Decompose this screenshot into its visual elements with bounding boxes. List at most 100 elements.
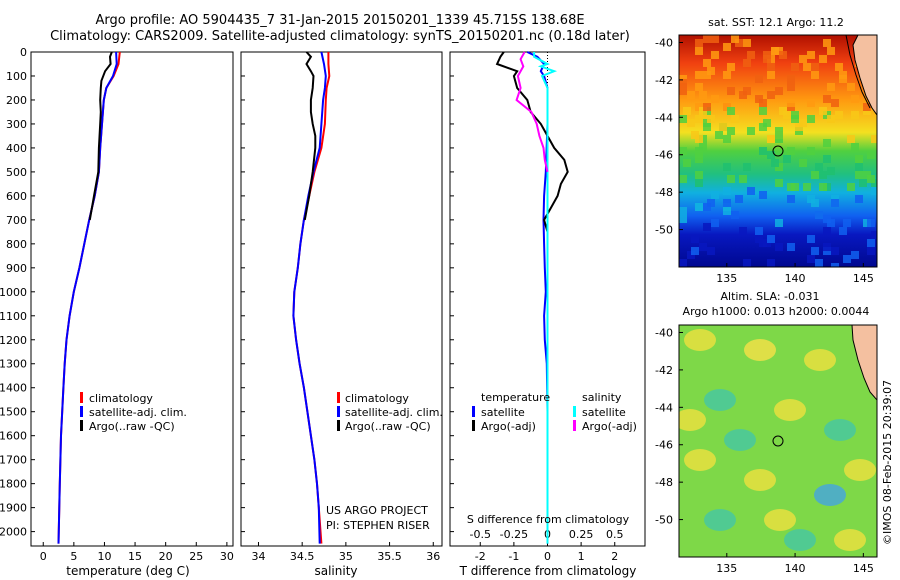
sst-pixel xyxy=(719,123,727,131)
s-difference-label: S difference from climatology xyxy=(467,513,630,526)
sst-pixel xyxy=(807,255,815,263)
sst-pixel xyxy=(787,195,795,203)
sst-map-frame xyxy=(678,34,878,268)
series-line-temperature-satellite xyxy=(526,51,549,544)
sla-blob xyxy=(744,469,776,491)
sst-pixel xyxy=(679,87,687,95)
sst-pixel xyxy=(819,183,827,191)
sst-pixel xyxy=(871,187,877,195)
sla-lon-tick-label: 135 xyxy=(716,562,737,575)
sst-pixel xyxy=(743,59,751,67)
s-tick-label: -0.25 xyxy=(500,528,528,541)
sst-pixel xyxy=(871,231,877,239)
sst-pixel xyxy=(819,55,827,63)
legend-swatch-satellite xyxy=(337,406,340,417)
legend-title-salinity: salinity xyxy=(582,391,622,404)
legend-label-temp-argo: Argo(-adj) xyxy=(481,420,536,433)
series-line-argo-raw-qc- xyxy=(88,51,113,221)
sst-pixel xyxy=(827,47,835,55)
sst-pixel xyxy=(731,115,739,123)
sst-pixel xyxy=(827,115,835,123)
sst-lat-tick-label: -46 xyxy=(655,149,673,162)
sst-pixel xyxy=(691,131,699,139)
sst-pixel xyxy=(787,75,795,83)
sst-pixel xyxy=(787,83,795,91)
x-tick-label: 20 xyxy=(159,550,173,563)
depth-tick-label: 0 xyxy=(20,46,27,59)
sst-pixel xyxy=(695,155,703,163)
legend-label-sal-satellite: satellite xyxy=(582,406,626,419)
x-tick-label: 0 xyxy=(40,550,47,563)
depth-tick-label: 1800 xyxy=(0,478,27,491)
project-name: US ARGO PROJECT xyxy=(326,504,428,517)
sst-pixel xyxy=(683,159,691,167)
depth-tick-label: 1900 xyxy=(0,502,27,515)
sst-pixel xyxy=(811,171,819,179)
depth-tick-label: 200 xyxy=(6,94,27,107)
depth-tick-label: 600 xyxy=(6,190,27,203)
sst-pixel xyxy=(763,51,771,59)
sst-pixel xyxy=(695,83,703,91)
sst-pixel xyxy=(823,95,831,103)
depth-tick-label: 2000 xyxy=(0,526,27,539)
x-tick-label: 25 xyxy=(189,550,203,563)
legend-swatch-satellite xyxy=(80,406,83,417)
sst-pixel xyxy=(707,247,715,255)
sst-map-title: sat. SST: 12.1 Argo: 11.2 xyxy=(708,16,844,29)
sst-pixel xyxy=(807,115,815,123)
sst-coastline xyxy=(845,35,871,109)
sst-pixel xyxy=(727,175,735,183)
sst-pixel xyxy=(699,91,707,99)
sla-blob xyxy=(744,339,776,361)
depth-tick-label: 1300 xyxy=(0,358,27,371)
sst-pixel xyxy=(739,91,747,99)
depth-tick-label: 500 xyxy=(6,166,27,179)
temperature-legend: climatology satellite-adj. clim. Argo(..… xyxy=(80,392,187,433)
sst-pixel xyxy=(827,167,835,175)
sst-pixel xyxy=(743,39,751,47)
sst-pixel xyxy=(699,243,707,251)
sst-pixel xyxy=(783,155,791,163)
sst-lat-tick-label: -42 xyxy=(655,74,673,87)
sst-pixel xyxy=(823,39,831,47)
sst-pixel xyxy=(767,235,775,243)
sst-pixel xyxy=(775,135,783,143)
sst-float-marker xyxy=(772,145,784,157)
salinity-panel: 34 34.5 35 35.5 36 xyxy=(251,51,440,563)
sst-pixel xyxy=(835,111,843,119)
sst-pixel xyxy=(831,199,839,207)
sst-pixel xyxy=(791,63,799,71)
x-tick-label: 15 xyxy=(128,550,142,563)
sst-pixel xyxy=(767,151,775,159)
sst-land-tasmania xyxy=(852,35,877,116)
sst-pixel xyxy=(731,35,739,43)
x-tick-label: -2 xyxy=(475,550,486,563)
salinity-xlabel: salinity xyxy=(314,564,357,578)
sst-pixel xyxy=(727,127,735,135)
sla-lon-tick-label: 145 xyxy=(853,562,874,575)
sst-map xyxy=(679,35,877,267)
sla-blob xyxy=(724,429,756,451)
sla-lat-tick-label: -44 xyxy=(655,401,673,414)
sla-blob xyxy=(764,509,796,531)
sst-pixel xyxy=(739,175,747,183)
sst-pixel xyxy=(807,235,815,243)
sst-lat-tick-label: -40 xyxy=(655,36,673,49)
x-tick-label: 2 xyxy=(611,550,618,563)
sst-pixel xyxy=(747,127,755,135)
s-tick-label: 0.25 xyxy=(569,528,594,541)
sla-blob xyxy=(804,349,836,371)
sst-pixel xyxy=(743,259,751,267)
sst-pixel xyxy=(787,147,795,155)
sla-lat-tick-label: -50 xyxy=(655,514,673,527)
map-axis-ticks: -40 -42 -44 -46 -48 -50 135 140 145 -40 -42 -44 -46 -… xyxy=(655,36,874,575)
sst-pixel xyxy=(775,219,783,227)
difference-legend: temperature salinity satellite Argo(-adj… xyxy=(472,391,637,433)
sst-lon-tick-label: 135 xyxy=(716,272,737,285)
series-line-temperature-argo(-adj) xyxy=(495,51,569,233)
sst-pixel xyxy=(839,75,847,83)
sst-pixel xyxy=(807,147,815,155)
sst-pixel xyxy=(711,51,719,59)
sst-pixel xyxy=(767,135,775,143)
sla-blob xyxy=(684,329,716,351)
